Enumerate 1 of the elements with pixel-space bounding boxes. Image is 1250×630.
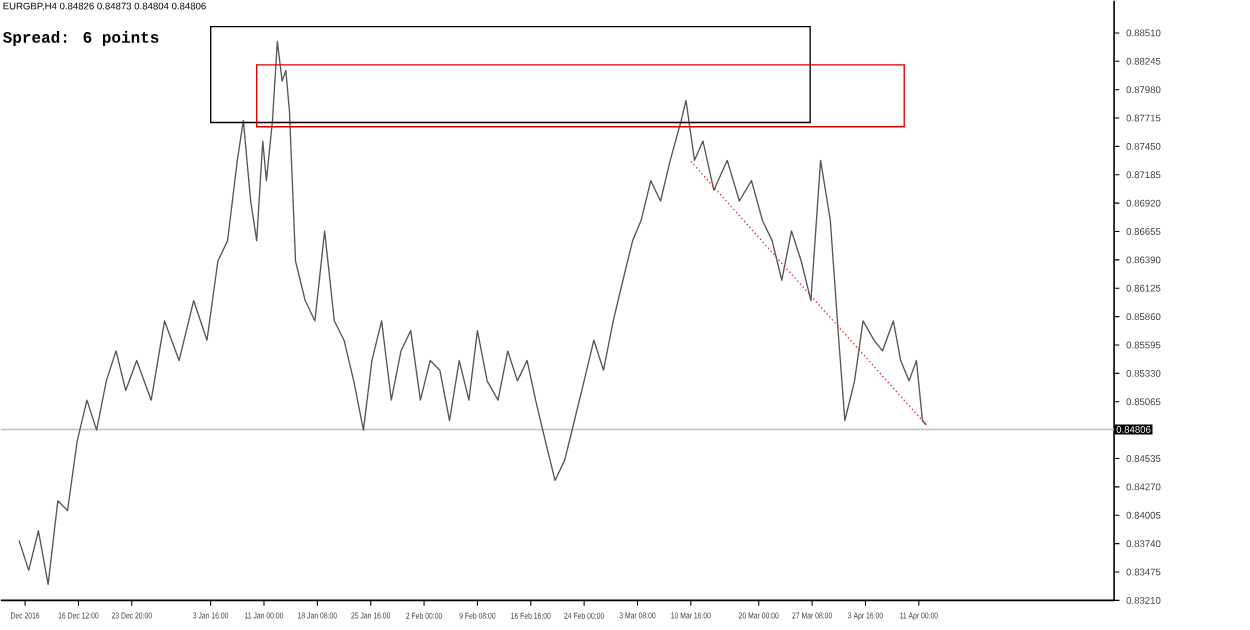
text: Spread: 6 points	[2, 31, 159, 47]
